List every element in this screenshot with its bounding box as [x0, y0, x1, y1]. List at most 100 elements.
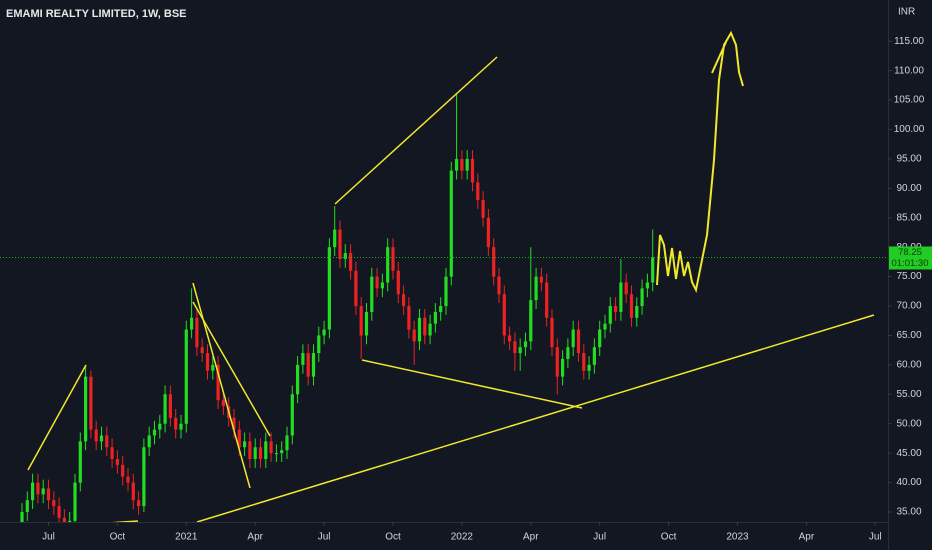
x-tick-label: 2023: [726, 532, 749, 543]
candle-body: [439, 306, 443, 312]
candle-body: [158, 423, 162, 430]
candle-body: [317, 335, 321, 354]
candle-body: [598, 329, 602, 348]
candle-body: [274, 453, 278, 455]
x-tick-label: Apr: [799, 532, 815, 543]
candle-body: [115, 459, 119, 465]
candle-body: [131, 482, 135, 501]
x-tick-label: Oct: [661, 532, 677, 543]
candle-body: [126, 476, 130, 483]
candle-body: [52, 500, 56, 507]
currency-label: INR: [898, 7, 915, 18]
candle-body: [375, 276, 379, 289]
candle-body: [502, 294, 506, 336]
candle-body: [327, 247, 331, 330]
candle-body: [136, 500, 141, 507]
candle-body: [248, 441, 252, 460]
candle-body: [539, 276, 543, 283]
trend-line: [196, 314, 875, 522]
candle-body: [566, 347, 570, 359]
candle-body: [640, 288, 644, 307]
candle-body: [417, 317, 422, 342]
candle-body: [200, 347, 204, 354]
candle-body: [513, 341, 517, 354]
x-tick-label: Oct: [110, 532, 126, 543]
candle-body: [386, 247, 390, 283]
candle-body: [205, 353, 210, 371]
candle-body: [592, 347, 596, 365]
chart-title: EMAMI REALTY LIMITED, 1W, BSE: [6, 8, 187, 20]
candle-body: [264, 441, 268, 460]
trend-line: [361, 359, 583, 409]
last-price-box: [889, 246, 932, 270]
trend-line: [111, 520, 139, 522]
trend-line: [334, 56, 498, 205]
candle-body: [57, 506, 61, 518]
trend-line: [192, 301, 271, 437]
y-tick-label: 85.00: [896, 212, 921, 223]
candle-body: [529, 300, 533, 342]
candle-body: [380, 282, 384, 289]
candle-body: [20, 511, 24, 522]
candle-body: [105, 435, 109, 448]
candle-body: [285, 435, 289, 451]
last-price-label: 78.25: [898, 247, 922, 258]
y-tick-label: 110.00: [894, 65, 924, 76]
x-tick-label: Jul: [42, 532, 55, 543]
candle-body: [449, 170, 453, 277]
candle-body: [635, 306, 639, 318]
candle-body: [110, 447, 114, 460]
candle-body: [476, 182, 480, 201]
candle-body: [560, 358, 565, 377]
candle-body: [237, 429, 241, 448]
candle-body: [370, 276, 374, 312]
candle-body: [295, 364, 300, 395]
candle-body: [189, 317, 194, 330]
candle-body: [423, 317, 427, 336]
candle-body: [433, 311, 437, 324]
candle-body: [407, 306, 411, 330]
candle-body: [603, 323, 607, 330]
y-tick-label: 75.00: [896, 271, 921, 282]
candle-body: [460, 158, 464, 171]
candle-body: [221, 400, 225, 407]
candle-body: [184, 329, 188, 424]
candle-body: [364, 311, 369, 336]
candle-body: [242, 441, 247, 448]
drawings: [27, 30, 875, 522]
candle-body: [333, 229, 337, 248]
candle-body: [46, 488, 51, 501]
candle-body: [613, 306, 618, 312]
candle-body: [290, 394, 294, 436]
candle-body: [232, 417, 236, 430]
candle-body: [629, 294, 634, 318]
candle-body: [195, 317, 199, 348]
candle-body: [73, 482, 77, 521]
candle-body: [30, 482, 35, 501]
y-tick-label: 115.00: [894, 36, 924, 47]
candle-body: [454, 158, 459, 171]
candle-body: [391, 247, 395, 271]
candle-body: [428, 323, 432, 336]
candle-body: [486, 217, 490, 248]
y-tick-label: 50.00: [896, 418, 921, 429]
candle-body: [94, 429, 98, 442]
candle-body: [174, 417, 178, 430]
countdown-label: 01:01:30: [892, 258, 929, 269]
candle-body: [258, 447, 263, 460]
candle-body: [492, 247, 496, 277]
candle-body: [41, 488, 45, 495]
candle-body: [36, 482, 40, 495]
candle-body: [348, 253, 353, 271]
candle-body: [179, 423, 183, 430]
candle-body: [211, 364, 215, 371]
candle-body: [497, 276, 501, 295]
candle-body: [142, 447, 146, 507]
y-tick-label: 35.00: [896, 507, 921, 518]
y-tick-label: 55.00: [896, 389, 921, 400]
candle-body: [651, 257, 655, 283]
y-tick-label: 60.00: [896, 360, 921, 371]
candle-body: [518, 347, 522, 354]
